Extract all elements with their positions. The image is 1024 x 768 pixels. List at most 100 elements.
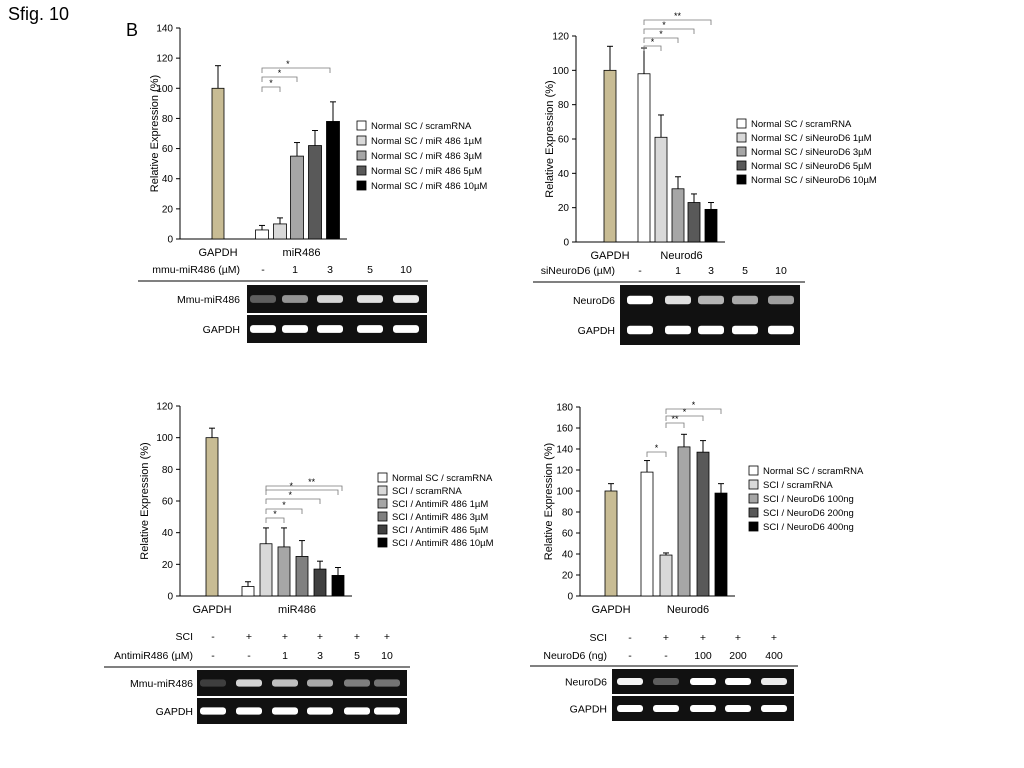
legend-label: Normal SC / siNeuroD6 10µM <box>751 175 877 186</box>
gel-lane-label: - <box>247 650 251 662</box>
y-tick-label: 100 <box>156 433 173 444</box>
legend-swatch <box>377 524 388 535</box>
gel-band <box>732 295 758 305</box>
significance-bracket <box>665 408 722 414</box>
significance-bracket <box>643 37 679 43</box>
gel-lane-label: 3 <box>327 264 333 276</box>
bar <box>241 586 255 597</box>
y-tick-label: 0 <box>167 592 173 603</box>
bar <box>295 556 309 597</box>
legend-swatch <box>356 150 367 161</box>
legend-label: Normal SC / scramRNA <box>371 121 472 132</box>
significance-bracket <box>265 489 339 495</box>
legend-label: SCI / NeuroD6 200ng <box>763 508 854 519</box>
y-tick-label: 120 <box>552 32 569 43</box>
gel-header-label: AntimiR486 (µM) <box>114 650 193 662</box>
gel-blot-2: siNeuroD6 (µM) - 1 3 5 10 NeuroD6 GAPDH <box>533 265 805 345</box>
y-axis-label: Relative Expression (%) <box>543 443 555 560</box>
bar <box>259 543 273 597</box>
bar <box>277 546 291 597</box>
significance-bracket <box>646 451 667 457</box>
legend-swatch <box>736 132 747 143</box>
gel-lane-label: 400 <box>765 650 783 662</box>
legend-swatch <box>377 498 388 509</box>
y-tick-label: 120 <box>156 402 173 413</box>
y-tick-label: 20 <box>162 204 174 215</box>
legend-label: SCI / AntimiR 486 5µM <box>392 525 488 536</box>
gel-band <box>617 678 643 685</box>
gel-band <box>307 679 333 687</box>
significance-label: * <box>278 68 282 78</box>
y-tick-label: 80 <box>558 100 570 111</box>
x-category-label: GAPDH <box>590 250 629 262</box>
gel-band <box>357 325 383 333</box>
significance-bracket <box>261 67 331 73</box>
chart-panel-3: 0 20 40 60 80 100 120 Relative Expression (%) GA… <box>104 402 494 724</box>
gel-lane-label: + <box>663 632 669 644</box>
gel-lane-label: 5 <box>742 265 748 277</box>
y-tick-label: 60 <box>162 144 174 155</box>
bar <box>603 69 617 243</box>
legend-label: SCI / scramRNA <box>763 480 833 491</box>
y-axis-label: Relative Expression (%) <box>544 80 556 197</box>
gel-strip <box>197 698 407 724</box>
significance-label: * <box>683 407 687 417</box>
y-tick-label: 100 <box>552 66 569 77</box>
gel-header-label: siNeuroD6 (µM) <box>541 265 615 277</box>
y-tick-label: 0 <box>563 238 569 249</box>
legend-label: Normal SC / miR 486 3µM <box>371 151 482 162</box>
gel-band <box>761 678 787 685</box>
x-category-label: miR486 <box>283 247 321 259</box>
y-tick-label: 60 <box>562 529 574 540</box>
legend-label: Normal SC / miR 486 5µM <box>371 166 482 177</box>
gel-band <box>307 707 333 715</box>
gel-row-label: Mmu-miR486 <box>130 678 193 690</box>
gel-band <box>627 325 653 335</box>
legend-label: SCI / AntimiR 486 10µM <box>392 538 494 549</box>
gel-lane-label: + <box>771 632 777 644</box>
bar <box>211 87 225 240</box>
y-tick-label: 40 <box>162 174 174 185</box>
gel-row-label: GAPDH <box>570 704 607 716</box>
gel-lane-label: + <box>246 631 252 643</box>
gel-band <box>236 707 262 715</box>
gel-lane-label: 10 <box>400 264 412 276</box>
significance-label: * <box>692 400 696 410</box>
significance-bracket <box>261 86 281 92</box>
gel-row-label: GAPDH <box>156 706 193 718</box>
legend-label: Normal SC / siNeuroD6 5µM <box>751 161 872 172</box>
gel-blot-1: mmu-miR486 (µM) - 1 3 5 10 Mmu-miR486 GAPDH <box>138 264 428 343</box>
bar <box>637 73 651 243</box>
gel-header-label: SCI <box>175 631 193 643</box>
gel-row-label: GAPDH <box>578 325 615 337</box>
gel-lane-label: 3 <box>317 650 323 662</box>
gel-lane-label: + <box>317 631 323 643</box>
bar <box>671 188 685 243</box>
gel-band <box>200 679 226 687</box>
y-tick-label: 40 <box>162 528 174 539</box>
legend-swatch <box>377 511 388 522</box>
y-tick-label: 0 <box>167 235 173 246</box>
bar <box>659 554 673 597</box>
y-tick-label: 20 <box>162 560 174 571</box>
bar <box>714 492 728 597</box>
significance-bracket <box>265 517 285 523</box>
y-tick-label: 60 <box>162 497 174 508</box>
gel-blot-4: SCI - + + + + NeuroD6 (ng) - - 100 200 400 NeuroD6 GA… <box>530 632 798 721</box>
significance-label: * <box>651 37 655 47</box>
significance-label: * <box>273 509 277 519</box>
gel-band <box>725 705 751 712</box>
gel-band <box>374 707 400 715</box>
x-category-label: GAPDH <box>591 604 630 616</box>
legend-label: Normal SC / scramRNA <box>751 119 852 130</box>
legend-swatch <box>377 485 388 496</box>
gel-lane-label: 1 <box>282 650 288 662</box>
significance-bracket <box>265 498 321 504</box>
gel-band <box>317 295 343 303</box>
legend-swatch <box>736 160 747 171</box>
gel-row-label: GAPDH <box>203 324 240 336</box>
legend-label: Normal SC / scramRNA <box>763 466 864 477</box>
y-tick-label: 20 <box>558 203 570 214</box>
bar <box>313 568 327 597</box>
